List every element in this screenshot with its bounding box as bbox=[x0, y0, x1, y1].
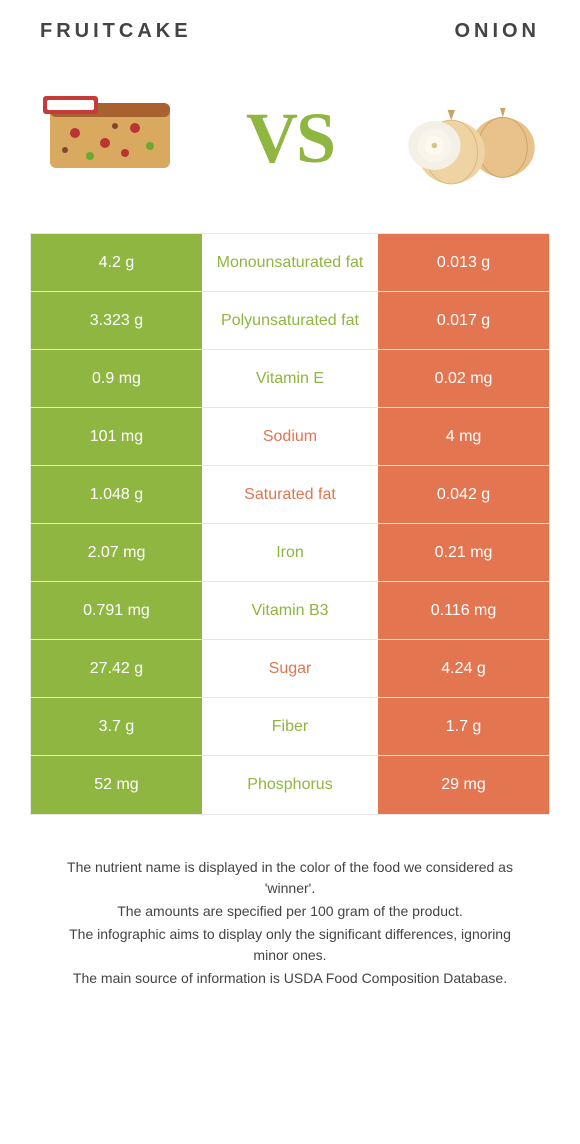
value-left: 1.048 g bbox=[31, 466, 202, 523]
vs-label: VS bbox=[246, 97, 334, 180]
nutrient-row: 3.7 gFiber1.7 g bbox=[31, 698, 549, 756]
onion-icon bbox=[395, 78, 545, 198]
value-left: 3.7 g bbox=[31, 698, 202, 755]
value-left: 52 mg bbox=[31, 756, 202, 814]
nutrient-name: Monounsaturated fat bbox=[202, 234, 378, 291]
images-row: VS bbox=[30, 63, 550, 233]
value-left: 0.791 mg bbox=[31, 582, 202, 639]
nutrient-row: 0.9 mgVitamin E0.02 mg bbox=[31, 350, 549, 408]
value-right: 0.02 mg bbox=[378, 350, 549, 407]
value-left: 3.323 g bbox=[31, 292, 202, 349]
nutrient-name: Phosphorus bbox=[202, 756, 378, 814]
footnote-4: The main source of information is USDA F… bbox=[50, 968, 530, 989]
value-left: 2.07 mg bbox=[31, 524, 202, 581]
fruitcake-icon bbox=[35, 78, 185, 198]
nutrient-name: Vitamin E bbox=[202, 350, 378, 407]
value-right: 1.7 g bbox=[378, 698, 549, 755]
value-right: 0.21 mg bbox=[378, 524, 549, 581]
footnote-3: The infographic aims to display only the… bbox=[50, 924, 530, 966]
value-left: 27.42 g bbox=[31, 640, 202, 697]
nutrient-name: Sodium bbox=[202, 408, 378, 465]
footnote-1: The nutrient name is displayed in the co… bbox=[50, 857, 530, 899]
fruitcake-image bbox=[30, 73, 190, 203]
food-title-right: Onion bbox=[454, 20, 540, 43]
footnotes: The nutrient name is displayed in the co… bbox=[30, 815, 550, 1021]
nutrient-name: Saturated fat bbox=[202, 466, 378, 523]
nutrient-row: 2.07 mgIron0.21 mg bbox=[31, 524, 549, 582]
value-right: 0.116 mg bbox=[378, 582, 549, 639]
onion-image bbox=[390, 73, 550, 203]
nutrient-row: 0.791 mgVitamin B30.116 mg bbox=[31, 582, 549, 640]
value-right: 0.013 g bbox=[378, 234, 549, 291]
food-title-left: Fruitcake bbox=[40, 20, 192, 43]
nutrient-name: Iron bbox=[202, 524, 378, 581]
nutrient-row: 52 mgPhosphorus29 mg bbox=[31, 756, 549, 814]
nutrient-row: 4.2 gMonounsaturated fat0.013 g bbox=[31, 234, 549, 292]
infographic-container: Fruitcake Onion VS bbox=[0, 0, 580, 1041]
nutrient-row: 1.048 gSaturated fat0.042 g bbox=[31, 466, 549, 524]
nutrient-table: 4.2 gMonounsaturated fat0.013 g3.323 gPo… bbox=[30, 233, 550, 815]
nutrient-row: 27.42 gSugar4.24 g bbox=[31, 640, 549, 698]
value-right: 0.042 g bbox=[378, 466, 549, 523]
value-left: 4.2 g bbox=[31, 234, 202, 291]
footnote-2: The amounts are specified per 100 gram o… bbox=[50, 901, 530, 922]
nutrient-name: Sugar bbox=[202, 640, 378, 697]
nutrient-name: Polyunsaturated fat bbox=[202, 292, 378, 349]
nutrient-name: Vitamin B3 bbox=[202, 582, 378, 639]
value-left: 101 mg bbox=[31, 408, 202, 465]
nutrient-name: Fiber bbox=[202, 698, 378, 755]
value-right: 4.24 g bbox=[378, 640, 549, 697]
nutrient-row: 101 mgSodium4 mg bbox=[31, 408, 549, 466]
value-right: 0.017 g bbox=[378, 292, 549, 349]
value-right: 4 mg bbox=[378, 408, 549, 465]
value-left: 0.9 mg bbox=[31, 350, 202, 407]
nutrient-row: 3.323 gPolyunsaturated fat0.017 g bbox=[31, 292, 549, 350]
value-right: 29 mg bbox=[378, 756, 549, 814]
header-row: Fruitcake Onion bbox=[30, 20, 550, 63]
